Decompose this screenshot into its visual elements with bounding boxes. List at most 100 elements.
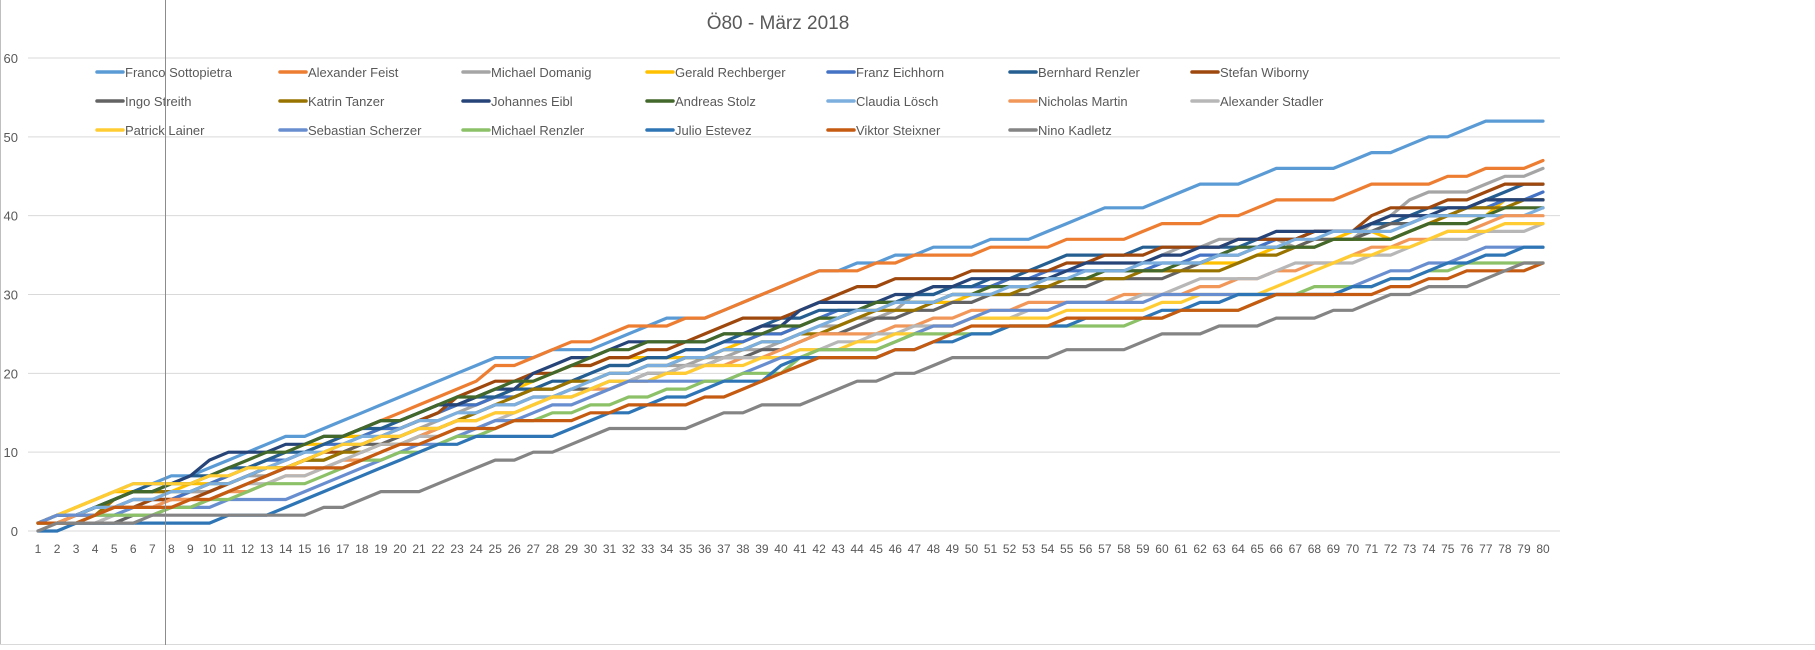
x-tick-label: 6	[130, 542, 137, 556]
x-tick-label: 63	[1212, 542, 1226, 556]
x-tick-label: 1	[35, 542, 42, 556]
legend-item: Johannes Eibl	[461, 94, 573, 109]
x-tick-label: 25	[489, 542, 503, 556]
x-tick-label: 45	[870, 542, 884, 556]
x-tick-label: 74	[1422, 542, 1436, 556]
x-tick-label: 7	[149, 542, 156, 556]
x-tick-label: 56	[1079, 542, 1093, 556]
series-lines	[36, 119, 1545, 533]
x-tick-label: 23	[450, 542, 464, 556]
x-tick-label: 39	[755, 542, 769, 556]
x-tick-label: 59	[1136, 542, 1150, 556]
series-line-claudia-l-sch	[36, 206, 1545, 525]
x-tick-label: 62	[1193, 542, 1207, 556]
x-tick-label: 67	[1289, 542, 1303, 556]
x-tick-label: 61	[1174, 542, 1188, 556]
legend-item: Sebastian Scherzer	[278, 123, 422, 138]
x-tick-label: 71	[1365, 542, 1379, 556]
x-tick-label: 35	[679, 542, 693, 556]
legend-item: Claudia Lösch	[826, 94, 938, 109]
legend-label: Bernhard Renzler	[1038, 65, 1141, 80]
y-tick-label: 10	[4, 445, 18, 460]
x-tick-label: 36	[698, 542, 712, 556]
series-line-johannes-eibl	[36, 198, 1545, 525]
series-line-andreas-stolz	[36, 206, 1545, 525]
y-tick-label: 0	[11, 524, 18, 539]
series-line-michael-renzler	[36, 261, 1545, 525]
x-tick-label: 12	[241, 542, 255, 556]
x-tick-label: 65	[1251, 542, 1265, 556]
legend-label: Alexander Stadler	[1220, 94, 1324, 109]
x-tick-label: 73	[1403, 542, 1417, 556]
legend-label: Ingo Streith	[125, 94, 192, 109]
x-tick-label: 14	[279, 542, 293, 556]
x-tick-label: 64	[1232, 542, 1246, 556]
legend-item: Franco Sottopietra	[95, 65, 233, 80]
x-tick-label: 68	[1308, 542, 1322, 556]
legend-label: Johannes Eibl	[491, 94, 573, 109]
legend-label: Franco Sottopietra	[125, 65, 233, 80]
x-tick-label: 13	[260, 542, 274, 556]
x-tick-label: 72	[1384, 542, 1398, 556]
legend-label: Michael Renzler	[491, 123, 585, 138]
x-tick-label: 43	[831, 542, 845, 556]
legend-item: Alexander Stadler	[1190, 94, 1324, 109]
series-line-viktor-steixner	[36, 261, 1545, 525]
x-tick-label: 42	[812, 542, 826, 556]
y-tick-label: 20	[4, 366, 18, 381]
legend-label: Julio Estevez	[675, 123, 752, 138]
legend-label: Claudia Lösch	[856, 94, 938, 109]
series-line-sebastian-scherzer	[36, 245, 1545, 525]
legend-item: Patrick Lainer	[95, 123, 205, 138]
x-tick-label: 33	[641, 542, 655, 556]
y-tick-label: 60	[4, 51, 18, 66]
x-tick-label: 54	[1041, 542, 1055, 556]
legend-label: Sebastian Scherzer	[308, 123, 422, 138]
x-tick-label: 57	[1098, 542, 1112, 556]
x-tick-label: 49	[946, 542, 960, 556]
legend-item: Nicholas Martin	[1008, 94, 1128, 109]
x-axis-ticks: 1 2 3 4 5 6 7 8 9 10 11 12 13 14 15 16 17 18 19 20 21 22 23 24 2…	[35, 542, 1550, 556]
legend-label: Stefan Wiborny	[1220, 65, 1309, 80]
x-tick-label: 46	[889, 542, 903, 556]
x-tick-label: 19	[374, 542, 388, 556]
legend-label: Viktor Steixner	[856, 123, 941, 138]
x-tick-label: 30	[584, 542, 598, 556]
x-tick-label: 18	[355, 542, 369, 556]
x-tick-label: 78	[1498, 542, 1512, 556]
series-line-julio-estevez	[36, 245, 1545, 533]
legend-item: Julio Estevez	[645, 123, 752, 138]
y-tick-label: 30	[4, 288, 18, 303]
x-tick-label: 20	[393, 542, 407, 556]
x-tick-label: 22	[431, 542, 445, 556]
x-tick-label: 48	[927, 542, 941, 556]
y-tick-label: 40	[4, 209, 18, 224]
legend-item: Ingo Streith	[95, 94, 192, 109]
x-tick-label: 16	[317, 542, 331, 556]
x-tick-label: 31	[603, 542, 617, 556]
cursor-guide-line	[165, 0, 166, 645]
x-tick-label: 11	[222, 542, 235, 556]
chart-left-border	[0, 0, 1, 645]
x-tick-label: 17	[336, 542, 350, 556]
x-tick-label: 5	[111, 542, 118, 556]
legend-label: Franz Eichhorn	[856, 65, 944, 80]
y-axis-ticks: 0 10 20 30 40 50 60	[4, 51, 18, 539]
x-tick-label: 69	[1327, 542, 1341, 556]
x-tick-label: 66	[1270, 542, 1284, 556]
x-tick-label: 41	[793, 542, 807, 556]
legend-item: Gerald Rechberger	[645, 65, 786, 80]
x-tick-label: 28	[546, 542, 560, 556]
x-tick-label: 27	[527, 542, 541, 556]
series-line-nino-kadletz	[36, 261, 1545, 533]
x-tick-label: 24	[469, 542, 483, 556]
x-tick-label: 9	[187, 542, 194, 556]
legend-label: Michael Domanig	[491, 65, 591, 80]
x-tick-label: 52	[1003, 542, 1017, 556]
legend-label: Gerald Rechberger	[675, 65, 786, 80]
x-tick-label: 47	[908, 542, 922, 556]
legend-item: Andreas Stolz	[645, 94, 756, 109]
x-tick-label: 80	[1536, 542, 1550, 556]
